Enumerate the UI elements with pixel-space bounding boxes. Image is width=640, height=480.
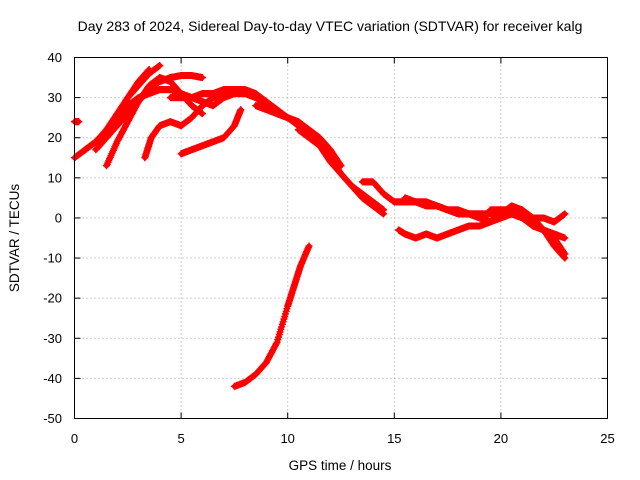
x-tick-label: 0 — [71, 431, 78, 446]
y-tick-label: -10 — [43, 251, 62, 266]
data-point — [561, 250, 569, 258]
y-tick-label: 20 — [48, 130, 62, 145]
chart-title: Day 283 of 2024, Sidereal Day-to-day VTE… — [78, 18, 583, 34]
y-tick-label: -30 — [43, 331, 62, 346]
grid — [74, 57, 608, 419]
y-tick-label: 10 — [48, 170, 62, 185]
x-tick-labels: 0 5 10 15 20 25 — [71, 431, 615, 446]
series-arc-mid-2 — [177, 106, 245, 158]
y-axis-label: SDTVAR / TECUs — [7, 184, 22, 293]
x-tick-label: 20 — [494, 431, 508, 446]
data-point — [75, 118, 83, 126]
data-point — [561, 210, 569, 218]
data-layer — [71, 62, 569, 390]
data-point — [305, 242, 313, 250]
data-point — [380, 206, 388, 214]
y-tick-labels: -50 -40 -30 -20 -10 0 10 20 30 40 — [43, 50, 62, 426]
data-point — [237, 106, 245, 114]
data-point — [156, 62, 164, 70]
x-tick-label: 10 — [280, 431, 294, 446]
data-point — [561, 234, 569, 242]
series-arc-late-4 — [486, 206, 569, 258]
x-axis-label: GPS time / hours — [289, 458, 392, 473]
data-point — [198, 110, 206, 118]
series-arc-mid-6 — [294, 126, 388, 214]
x-tick-label: 5 — [177, 431, 184, 446]
y-tick-label: -40 — [43, 371, 62, 386]
series-arc-mid-3 — [166, 86, 292, 122]
y-tick-label: -50 — [43, 411, 62, 426]
y-tick-label: 0 — [55, 210, 62, 225]
series-arc-early-3 — [81, 62, 164, 154]
series-arc-early-1 — [71, 118, 83, 126]
axis-ticks — [74, 57, 608, 419]
data-point — [198, 74, 206, 82]
x-tick-label: 25 — [600, 431, 614, 446]
y-tick-label: 40 — [48, 50, 62, 65]
data-point — [272, 340, 280, 348]
x-tick-label: 15 — [387, 431, 401, 446]
data-point — [560, 249, 568, 257]
plot-frame — [74, 57, 608, 419]
series-arc-late-3 — [395, 210, 569, 242]
series-arc-drop — [230, 242, 313, 390]
y-tick-label: 30 — [48, 90, 62, 105]
y-tick-label: -20 — [43, 291, 62, 306]
